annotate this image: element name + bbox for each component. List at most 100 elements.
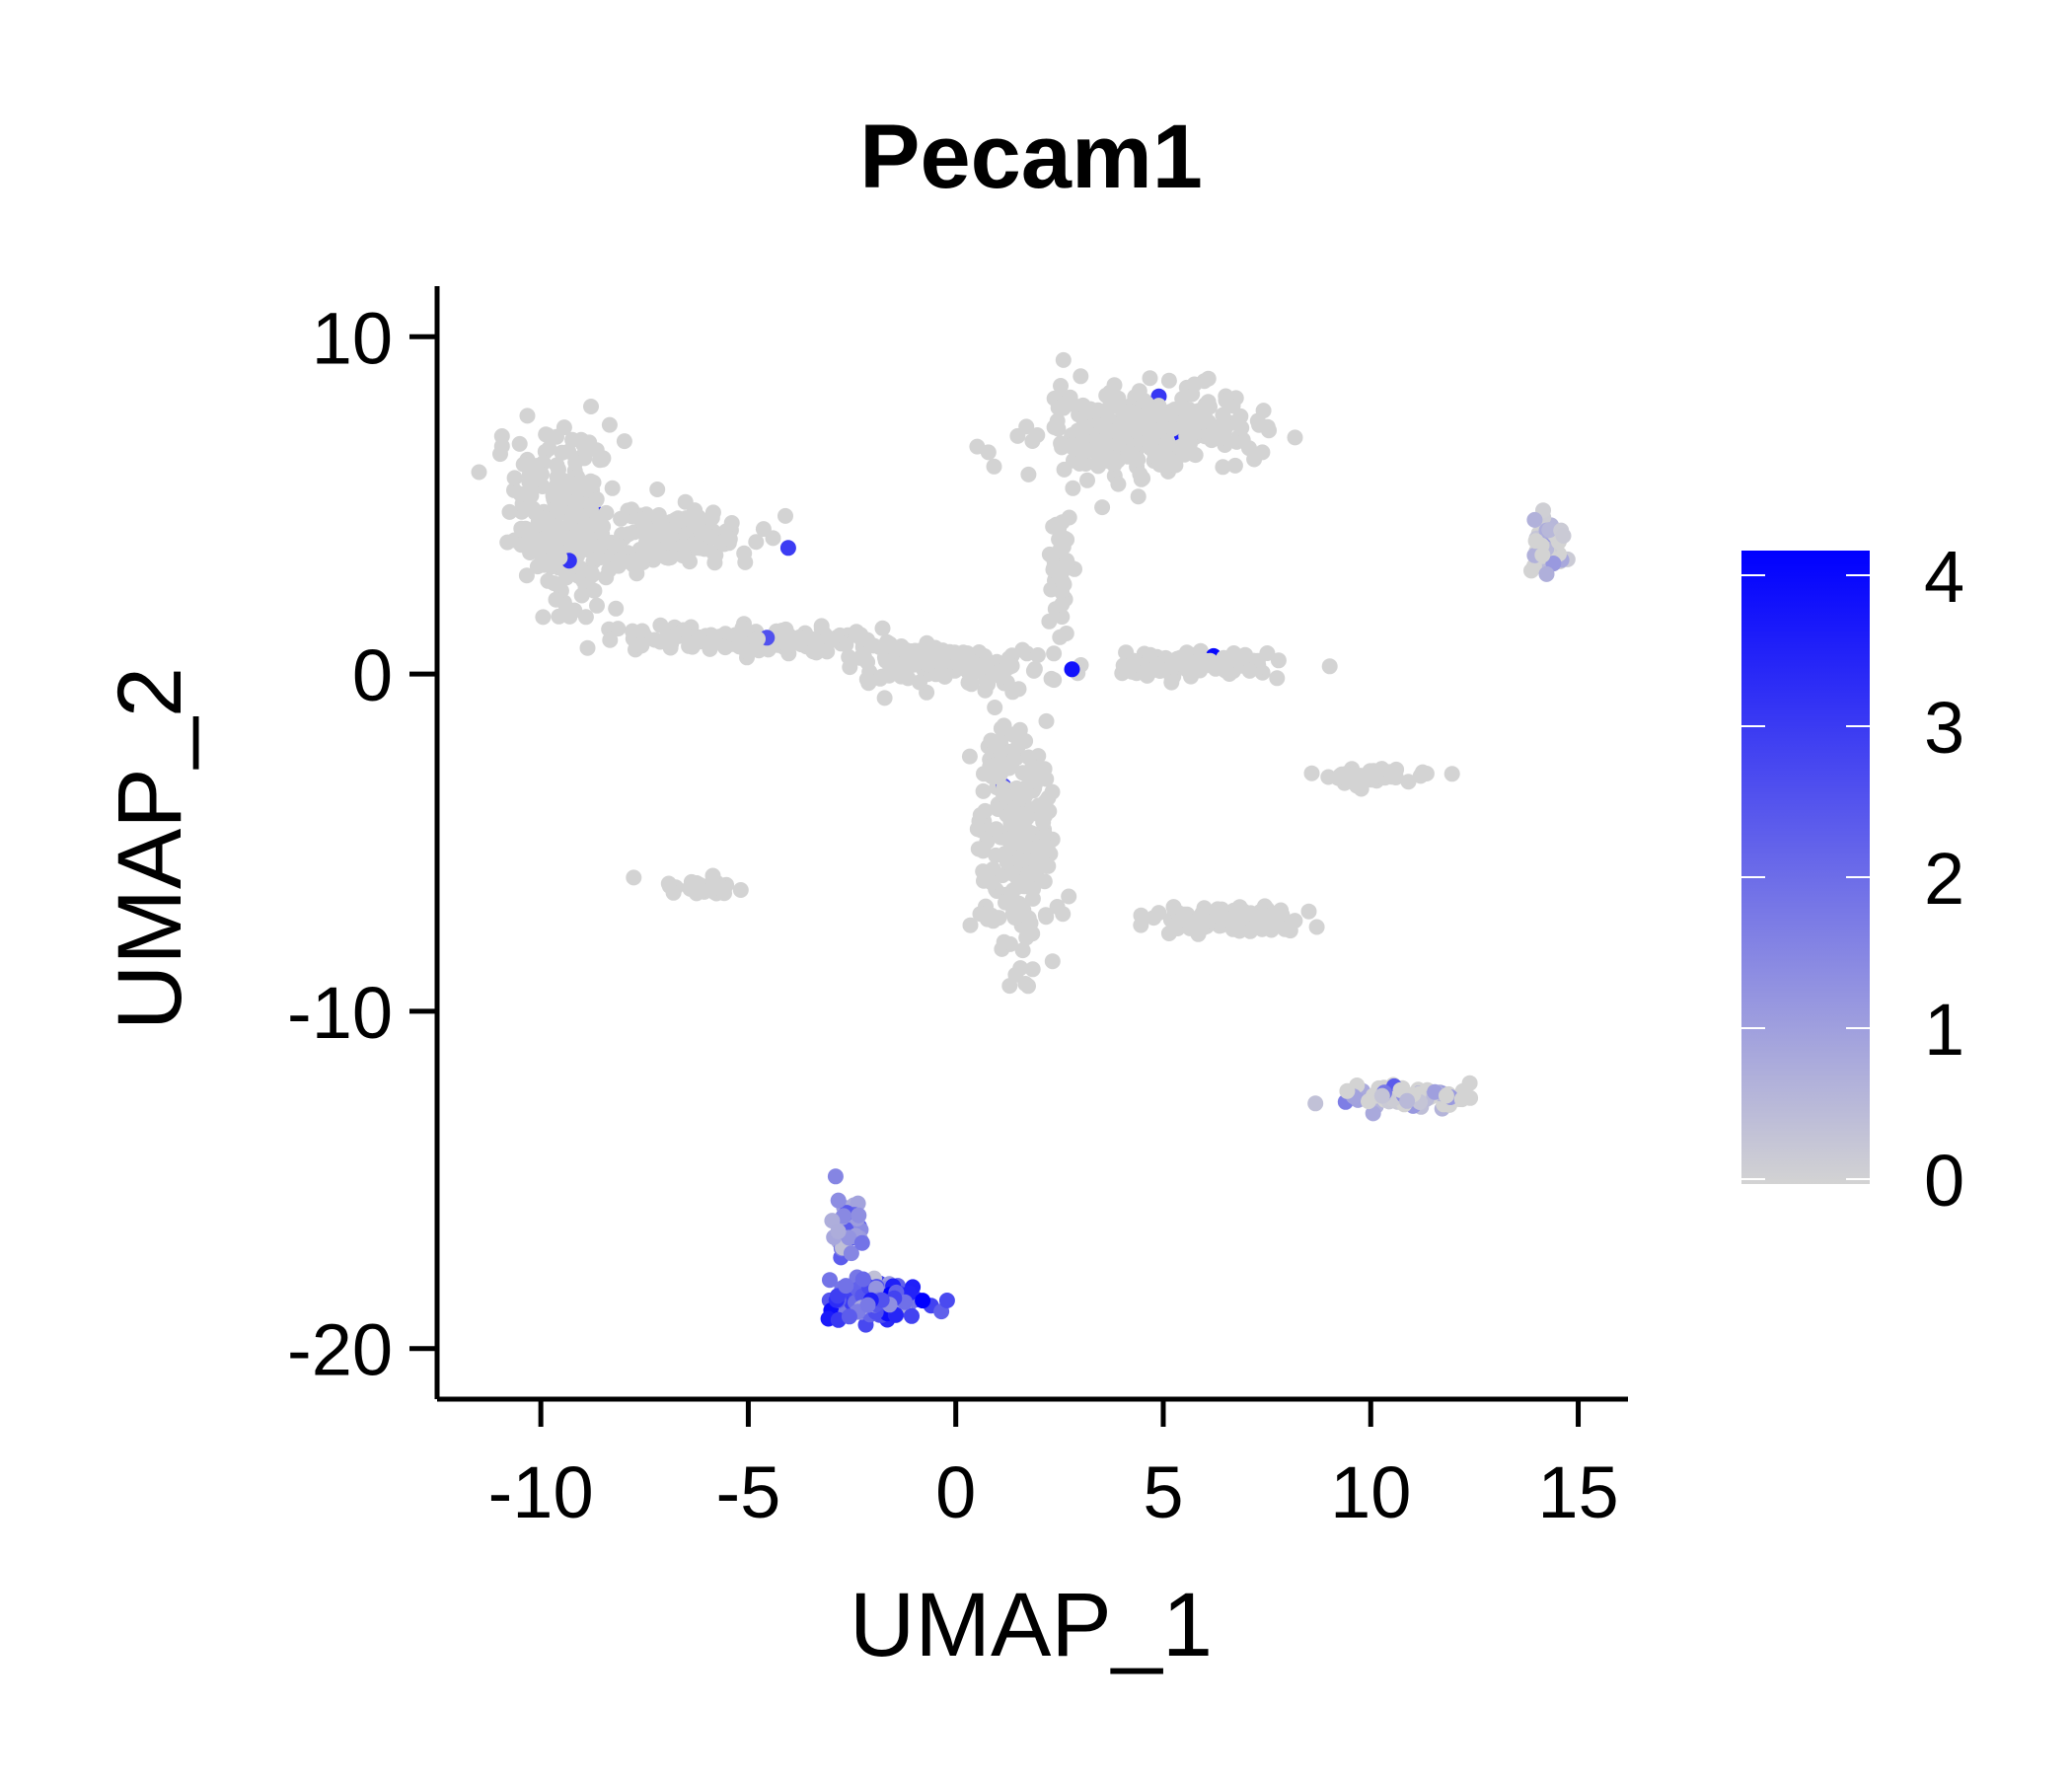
data-point [633, 623, 650, 639]
data-point [1373, 761, 1390, 778]
data-point [1160, 372, 1177, 389]
data-point [1044, 783, 1061, 800]
data-point [1064, 661, 1080, 678]
data-point [1192, 662, 1209, 679]
data-point [1017, 733, 1034, 749]
data-point [512, 485, 529, 502]
data-point [573, 587, 590, 604]
data-point [513, 537, 530, 554]
data-point [779, 540, 796, 557]
data-point [907, 656, 924, 673]
data-point [975, 782, 992, 799]
data-point [791, 629, 808, 645]
data-point [1003, 756, 1020, 773]
data-point [521, 474, 538, 490]
data-point [633, 511, 650, 528]
data-point [1526, 511, 1543, 528]
data-point [1041, 546, 1058, 562]
data-point [732, 882, 749, 898]
data-point [874, 620, 891, 636]
data-point [1191, 414, 1208, 431]
data-point [924, 641, 940, 658]
data-point [888, 641, 905, 658]
data-point [1242, 905, 1259, 922]
data-point [987, 700, 1003, 715]
data-point [517, 522, 534, 539]
data-point [1534, 547, 1551, 563]
data-point [1178, 427, 1195, 444]
data-point [662, 639, 679, 656]
data-point [1321, 658, 1338, 675]
data-point [1231, 923, 1248, 939]
data-point [1014, 942, 1031, 959]
data-point [1300, 903, 1317, 920]
data-point [471, 464, 487, 481]
data-point [598, 569, 615, 586]
data-point [851, 1207, 867, 1224]
data-point [1120, 444, 1137, 461]
data-point [1048, 516, 1065, 533]
data-point [706, 876, 723, 893]
data-point [1011, 853, 1028, 868]
data-point [501, 503, 518, 520]
data-point [1241, 662, 1258, 679]
data-point [1254, 921, 1271, 937]
data-point [962, 917, 979, 933]
data-point [1037, 842, 1054, 858]
data-point [1017, 976, 1034, 992]
data-point [633, 637, 650, 654]
data-point [1160, 926, 1177, 941]
data-point [540, 572, 556, 589]
data-point [1020, 749, 1037, 766]
data-point [1269, 670, 1286, 687]
data-point [1400, 774, 1417, 790]
data-point [1135, 470, 1151, 486]
data-point [1079, 472, 1095, 488]
data-point [1016, 832, 1033, 849]
data-point [1123, 404, 1140, 420]
data-point [727, 627, 744, 643]
data-point [535, 609, 552, 626]
data-point [1024, 926, 1041, 942]
data-point [822, 1272, 838, 1289]
data-point [1054, 609, 1071, 626]
data-point [853, 1234, 870, 1251]
data-point [1523, 562, 1539, 579]
colorbar-tick-label: 3 [1924, 687, 1964, 769]
data-point [608, 600, 625, 617]
data-point [578, 482, 595, 498]
data-point [1049, 412, 1066, 429]
data-point [1052, 629, 1069, 645]
x-tick-label: 15 [1537, 1451, 1618, 1533]
data-point [1365, 1105, 1381, 1122]
data-point [859, 631, 876, 648]
data-point [777, 507, 793, 524]
axes-layer: -10 -5 0 5 10 15 -20 -10 0 10 [287, 286, 1628, 1533]
data-point [626, 869, 642, 886]
data-point [613, 510, 629, 527]
data-point [993, 720, 1009, 737]
data-point [900, 670, 917, 687]
data-point [1004, 865, 1020, 882]
data-point [1146, 910, 1162, 927]
data-point [1197, 399, 1214, 414]
data-point [616, 433, 632, 450]
data-point [1339, 1082, 1356, 1099]
data-point [1165, 899, 1182, 916]
data-point [1035, 814, 1052, 831]
data-point [1221, 666, 1237, 682]
data-point [1018, 418, 1035, 435]
data-point [1287, 429, 1303, 446]
data-point [1055, 906, 1072, 923]
data-point [1142, 370, 1158, 387]
data-point [1200, 370, 1217, 387]
data-point [588, 442, 605, 459]
y-axis-label: UMAP_2 [100, 667, 200, 1030]
data-point [748, 534, 765, 551]
data-point [1073, 368, 1089, 385]
data-point [738, 642, 755, 659]
data-point [969, 821, 986, 838]
data-point [511, 435, 528, 452]
data-point [555, 419, 572, 436]
data-point [621, 526, 637, 543]
